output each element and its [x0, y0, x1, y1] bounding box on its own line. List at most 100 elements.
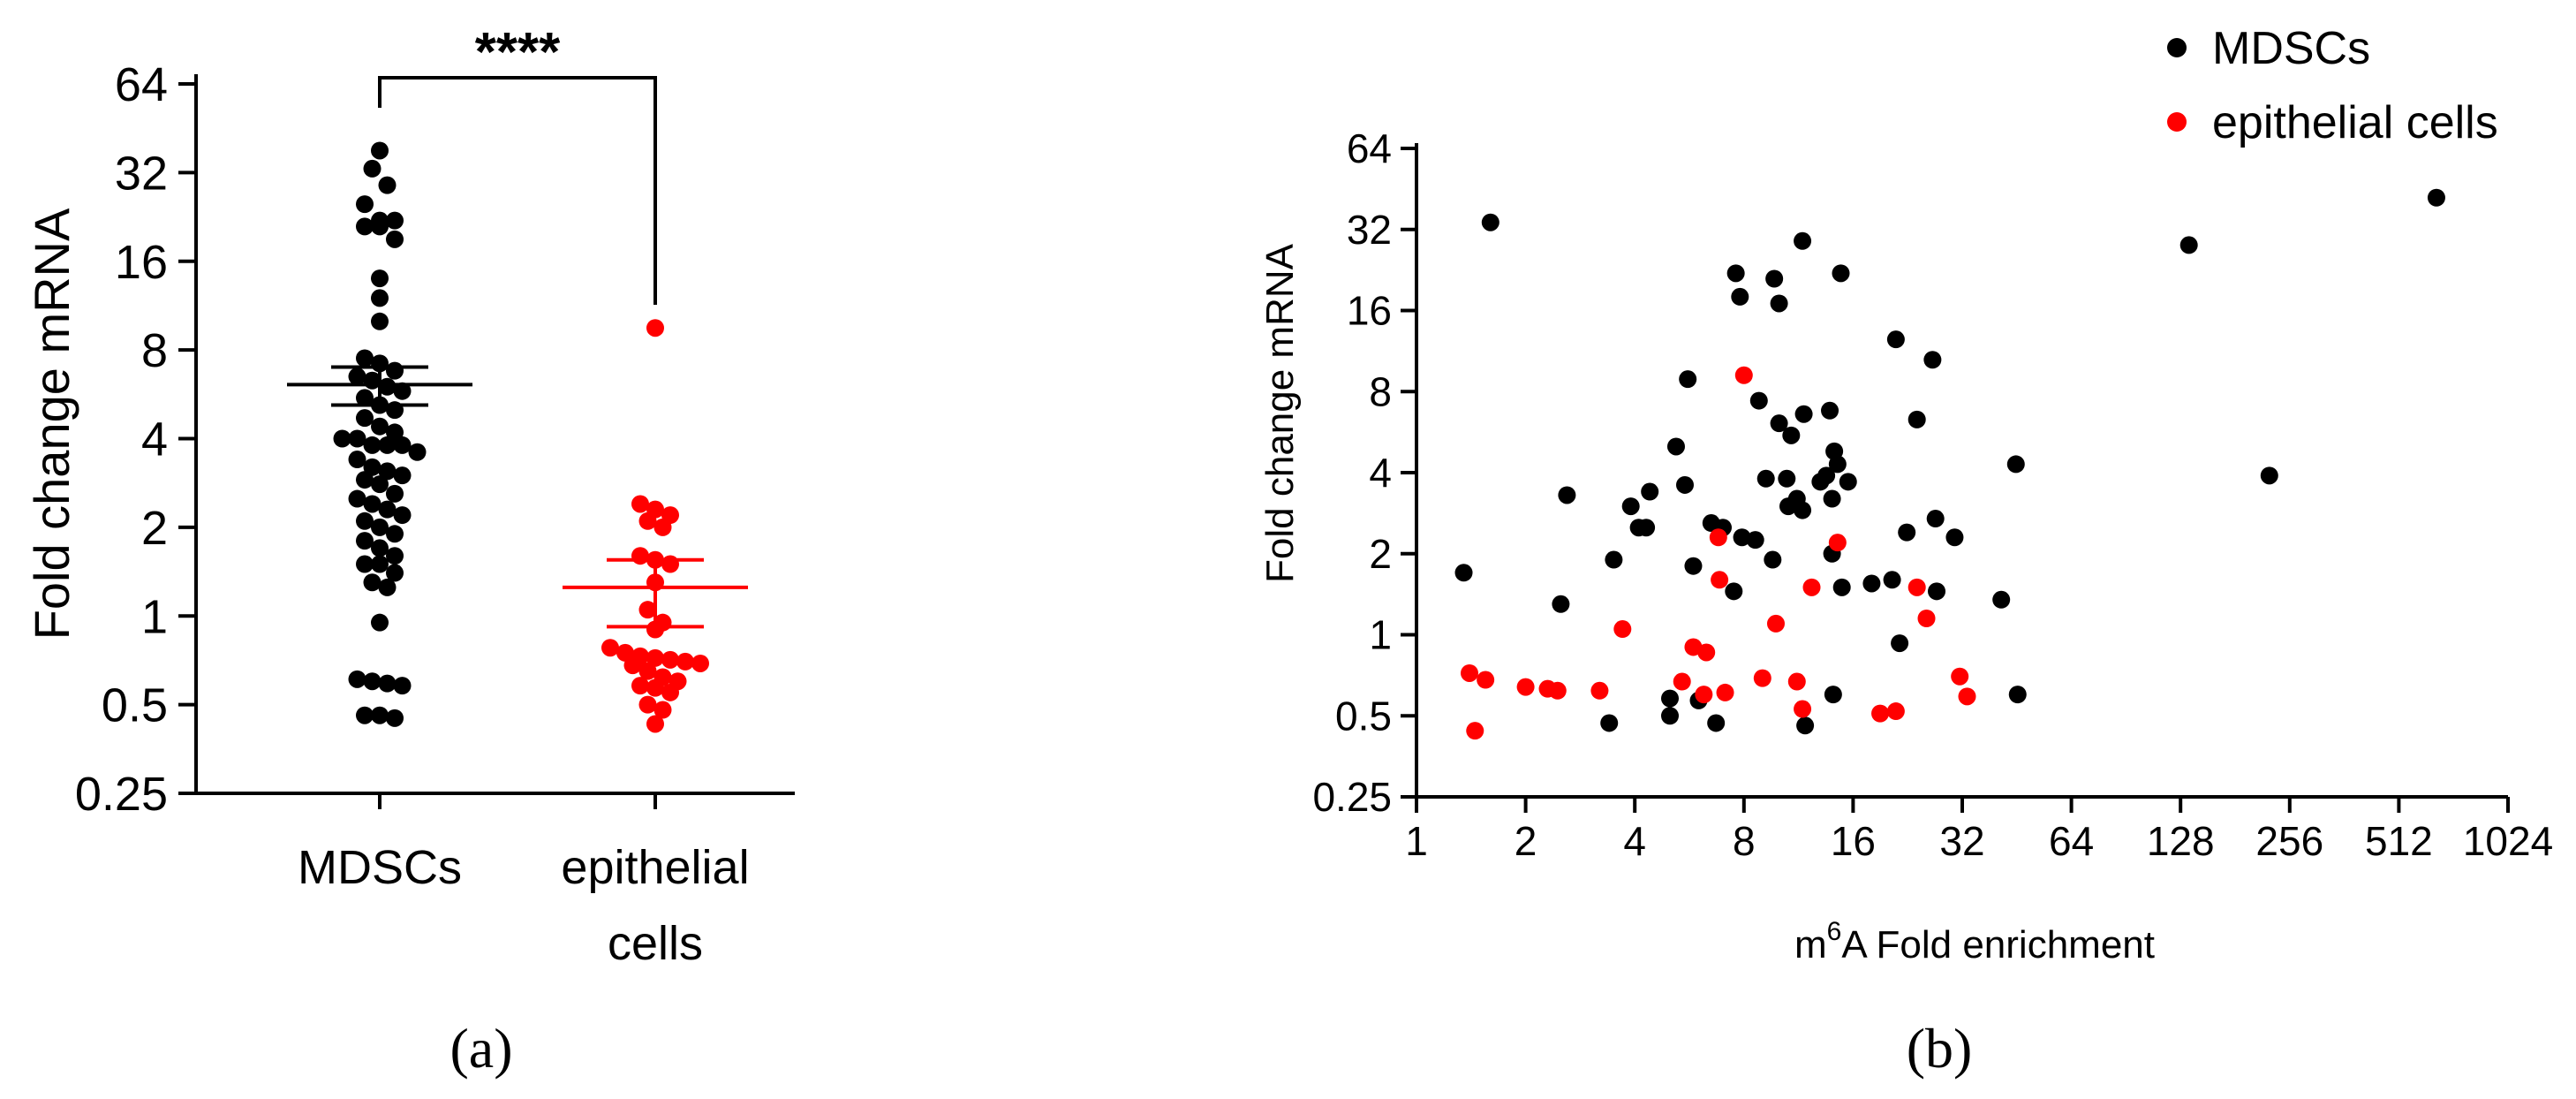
- mdscs-point: [348, 429, 366, 448]
- epithelial-point: [653, 701, 672, 719]
- chart-b-x-tick-label: 4: [1623, 818, 1646, 864]
- epithelial-point: [691, 654, 709, 672]
- chart-b-x-tick-label: 2: [1515, 818, 1537, 864]
- chart-b-x-axis-label-prefix: m: [1794, 923, 1827, 966]
- mdscs-point: [371, 269, 389, 288]
- chart-b-x-tick-label: 128: [2147, 818, 2215, 864]
- mdscs-point: [1733, 528, 1751, 547]
- chart-a-y-tick-label: 2: [141, 502, 168, 555]
- mdscs-point: [371, 289, 389, 307]
- chart-a-significance-bracket: [378, 76, 657, 305]
- epithelial-point: [1787, 672, 1806, 691]
- mdscs-point: [1707, 714, 1726, 732]
- mdscs-point: [371, 141, 389, 160]
- chart-b-y-tick-label: 2: [1369, 531, 1392, 577]
- chart-a-y-tick-label: 32: [115, 147, 168, 200]
- epithelial-point: [1613, 620, 1632, 639]
- mdscs-point: [348, 489, 366, 508]
- mdscs-point: [386, 484, 404, 503]
- chart-b-y-ticks: 0.25 0.5 1 2 4 8 16 32 64: [1312, 125, 1416, 820]
- mdscs-point: [1782, 426, 1801, 444]
- mdscs-point: [1862, 574, 1881, 593]
- mdscs-point: [333, 429, 351, 448]
- epithelial-point: [653, 518, 672, 536]
- epithelial-point: [646, 319, 664, 337]
- mdscs-point: [348, 451, 366, 469]
- chart-b-y-tick-label: 16: [1347, 288, 1392, 334]
- mdscs-point: [378, 436, 397, 454]
- mdscs-point: [371, 217, 389, 236]
- legend-mdscs-label: MDSCs: [2212, 23, 2370, 74]
- mdscs-point: [1770, 414, 1788, 433]
- chart-b-y-tick-label: 0.5: [1335, 693, 1392, 739]
- mdscs-point: [1886, 330, 1905, 349]
- mdscs-point: [386, 211, 404, 230]
- epithelial-point: [661, 555, 679, 573]
- mdscs-point: [1945, 528, 1964, 547]
- epithelial-point: [1802, 578, 1821, 596]
- epithelial-point: [1951, 667, 1969, 686]
- epithelial-point: [1460, 663, 1478, 682]
- mdscs-point: [371, 475, 389, 494]
- mdscs-point: [1660, 689, 1679, 708]
- chart-b-x-axis-label: m6A Fold enrichment: [1794, 917, 2155, 966]
- mdscs-point: [393, 506, 412, 525]
- epithelial-point: [638, 662, 657, 680]
- chart-a-error-bars: [287, 365, 748, 629]
- epithelial-point: [1697, 643, 1716, 662]
- mdscs-point: [393, 677, 412, 695]
- epithelial-point: [1753, 669, 1771, 687]
- mdscs-point: [1765, 269, 1784, 288]
- mdscs-point: [363, 573, 381, 592]
- epithelial-point: [1673, 672, 1691, 691]
- legend-epithelial-label: epithelial cells: [2212, 97, 2498, 148]
- mdscs-point: [2008, 686, 2027, 704]
- mdscs-point: [1770, 294, 1788, 313]
- mdscs-point: [1823, 489, 1841, 508]
- mdscs-point: [356, 409, 374, 428]
- mdscs-point: [393, 436, 412, 454]
- mdscs-point: [1637, 519, 1656, 537]
- mdscs-point: [386, 361, 404, 380]
- mdscs-point: [2260, 466, 2278, 485]
- mdscs-point: [1883, 571, 1901, 589]
- mdscs-point: [408, 443, 427, 461]
- chart-b-y-tick-label: 4: [1369, 450, 1392, 496]
- mdscs-point: [356, 706, 374, 724]
- chart-b-panel-label: (b): [1907, 1017, 1973, 1080]
- chart-b-points: [1454, 188, 2445, 740]
- chart-b-y-tick-label: 1: [1369, 612, 1392, 658]
- epithelial-point: [1871, 704, 1890, 723]
- mdscs-point: [363, 436, 381, 454]
- mdscs-point: [1992, 590, 2011, 609]
- mdscs-point: [386, 525, 404, 543]
- mdscs-point: [393, 382, 412, 400]
- mdscs-point: [1666, 437, 1685, 456]
- chart-a-category-label-mdscs: MDSCs: [298, 841, 462, 894]
- mdscs-point: [1828, 455, 1847, 474]
- mdscs-point: [1794, 231, 1812, 250]
- epithelial-point: [1958, 687, 1976, 706]
- epithelial-point: [1548, 681, 1567, 700]
- chart-a-y-tick-label: 64: [115, 58, 168, 111]
- mdscs-point: [1898, 523, 1916, 542]
- mdscs-point: [1923, 351, 1942, 369]
- epithelial-point: [1590, 681, 1609, 700]
- mdscs-point: [371, 417, 389, 436]
- mdscs-point: [1796, 716, 1815, 735]
- epithelial-point: [1477, 671, 1495, 689]
- epithelial-point: [1466, 722, 1484, 740]
- chart-b: 0.25 0.5 1 2 4 8 16 32 64 1 2 4 8 16 32 64 128 256 512 102…: [1258, 23, 2553, 1080]
- chart-b-x-tick-label: 512: [2365, 818, 2433, 864]
- mdscs-point: [356, 512, 374, 530]
- mdscs-point: [1675, 475, 1694, 494]
- mdscs-point: [356, 555, 374, 573]
- chart-a-y-axis-label: Fold change mRNA: [24, 208, 79, 640]
- mdscs-point: [371, 539, 389, 557]
- epithelial-point: [676, 652, 694, 671]
- mdscs-point: [1764, 550, 1782, 569]
- mdscs-point: [371, 706, 389, 724]
- mdscs-point: [1778, 469, 1796, 488]
- chart-b-y-tick-label: 8: [1369, 368, 1392, 414]
- mdscs-point: [1731, 287, 1749, 306]
